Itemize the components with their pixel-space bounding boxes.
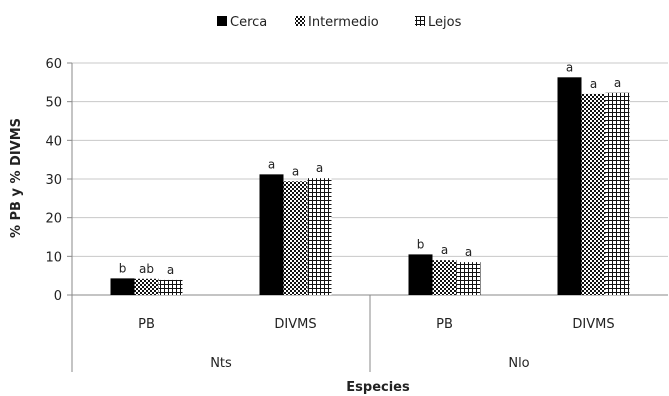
y-tick-label: 50 bbox=[45, 96, 62, 111]
legend-label-lejos: Lejos bbox=[428, 15, 462, 30]
significance-label: a bbox=[590, 77, 597, 91]
legend-item-cerca: Cerca bbox=[217, 15, 267, 30]
x-axis: PB DIVMS PB DIVMS Nts Nlo bbox=[71, 295, 615, 372]
y-tick-label: 30 bbox=[45, 173, 62, 188]
significance-labels: b ab aa a ab a aaa a bbox=[119, 60, 621, 277]
y-axis-title: % PB y % DIVMS bbox=[9, 118, 24, 238]
legend-swatch-lejos bbox=[415, 16, 425, 26]
y-tick-label: 0 bbox=[54, 289, 62, 304]
bar-cerca bbox=[557, 77, 582, 295]
bar-lejos bbox=[605, 92, 630, 295]
legend-swatch-intermedio bbox=[295, 16, 305, 26]
x-category-label: PB bbox=[436, 317, 453, 332]
bar-lejos bbox=[158, 279, 183, 295]
bar-cerca bbox=[259, 174, 284, 295]
bars bbox=[110, 77, 630, 295]
legend-label-cerca: Cerca bbox=[230, 15, 267, 30]
significance-label: a bbox=[292, 164, 299, 178]
bar-cerca bbox=[408, 254, 433, 295]
y-tick-label: 60 bbox=[45, 57, 62, 72]
significance-label: a bbox=[316, 161, 323, 175]
significance-label: a bbox=[441, 243, 448, 257]
y-tick-label: 40 bbox=[45, 134, 62, 149]
x-category-label: PB bbox=[138, 317, 155, 332]
significance-label: a bbox=[566, 60, 573, 74]
bar-intermedio bbox=[134, 278, 159, 295]
legend-label-intermedio: Intermedio bbox=[308, 15, 379, 30]
y-tick-label: 10 bbox=[45, 250, 62, 265]
x-category-label: DIVMS bbox=[274, 317, 316, 332]
y-axis: 0 10 20 30 40 50 60 bbox=[45, 57, 73, 304]
significance-label: b bbox=[417, 237, 425, 251]
legend-item-intermedio: Intermedio bbox=[295, 15, 379, 30]
bar-cerca bbox=[110, 278, 135, 295]
bar-intermedio bbox=[432, 260, 457, 295]
bar-intermedio bbox=[283, 181, 308, 295]
significance-label: a bbox=[465, 245, 472, 259]
y-tick-label: 20 bbox=[45, 212, 62, 227]
x-axis-title: Especies bbox=[346, 380, 410, 395]
bar-intermedio bbox=[581, 93, 606, 295]
x-category-label: DIVMS bbox=[572, 317, 614, 332]
significance-label: a bbox=[167, 263, 174, 277]
bar-lejos bbox=[456, 262, 481, 295]
x-group-label: Nts bbox=[210, 356, 232, 371]
gridlines bbox=[72, 62, 668, 296]
significance-label: a bbox=[614, 76, 621, 90]
legend-swatch-cerca bbox=[217, 16, 227, 26]
x-group-label: Nlo bbox=[508, 356, 529, 371]
legend-item-lejos: Lejos bbox=[415, 15, 462, 30]
legend: Cerca Intermedio Lejos bbox=[217, 15, 462, 30]
significance-label: b bbox=[119, 261, 127, 275]
bar-lejos bbox=[307, 178, 332, 295]
significance-label: a bbox=[268, 157, 275, 171]
significance-label: ab bbox=[139, 262, 154, 276]
